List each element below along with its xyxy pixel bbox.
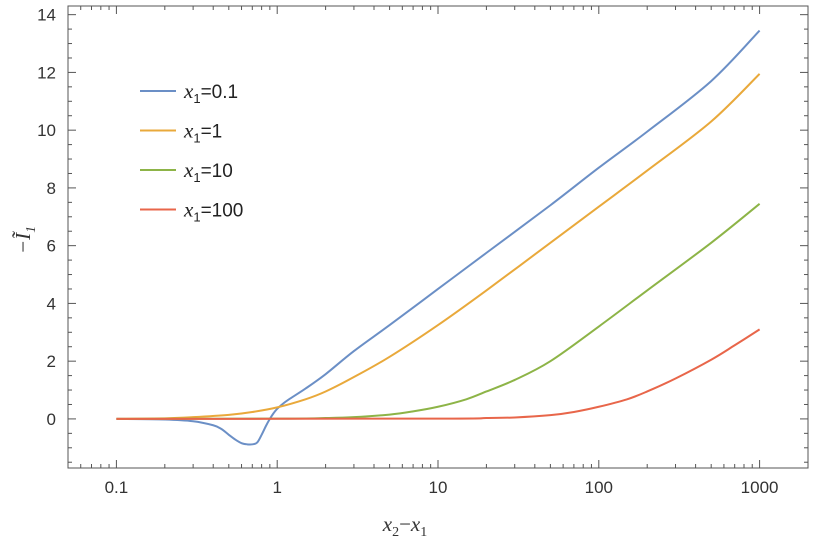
- y-axis-title: −Ĩ1: [11, 226, 39, 254]
- series-line-2: [116, 73, 761, 420]
- x-axis-ticks: 0.1 1 10 100 1000: [67, 6, 809, 497]
- y-tick-label: 4: [47, 294, 56, 313]
- series-line-4: [116, 328, 761, 420]
- y-tick-label: 10: [37, 121, 56, 140]
- legend: x1=0.1 x1=1 x1=10 x1=100: [140, 79, 243, 225]
- y-tick-label: 0: [47, 410, 56, 429]
- y-tick-label: 12: [37, 63, 56, 82]
- y-tick-label: 8: [47, 179, 56, 198]
- x-tick-label: 100: [585, 478, 613, 497]
- y-tick-label: 6: [47, 237, 56, 256]
- legend-label-1: x1=0.1: [183, 79, 238, 106]
- x-tick-label: 1: [272, 478, 281, 497]
- y-axis-ticks: 0 2 4 6 8 10 12 14: [37, 6, 808, 463]
- x-tick-label: 0.1: [105, 478, 129, 497]
- series-line-3: [116, 203, 761, 420]
- y-tick-label: 2: [47, 352, 56, 371]
- y-tick-label: 14: [37, 6, 56, 25]
- legend-label-2: x1=1: [183, 119, 222, 146]
- x-tick-label: 1000: [741, 478, 779, 497]
- plot-border: [67, 5, 809, 469]
- legend-label-4: x1=100: [183, 198, 243, 225]
- series-lines: [116, 29, 761, 446]
- plot-frame: [67, 5, 809, 469]
- x-tick-label: 10: [429, 478, 448, 497]
- series-line-1: [116, 29, 761, 446]
- legend-label-3: x1=10: [183, 158, 233, 185]
- x-axis-title: x2−x1: [382, 512, 428, 539]
